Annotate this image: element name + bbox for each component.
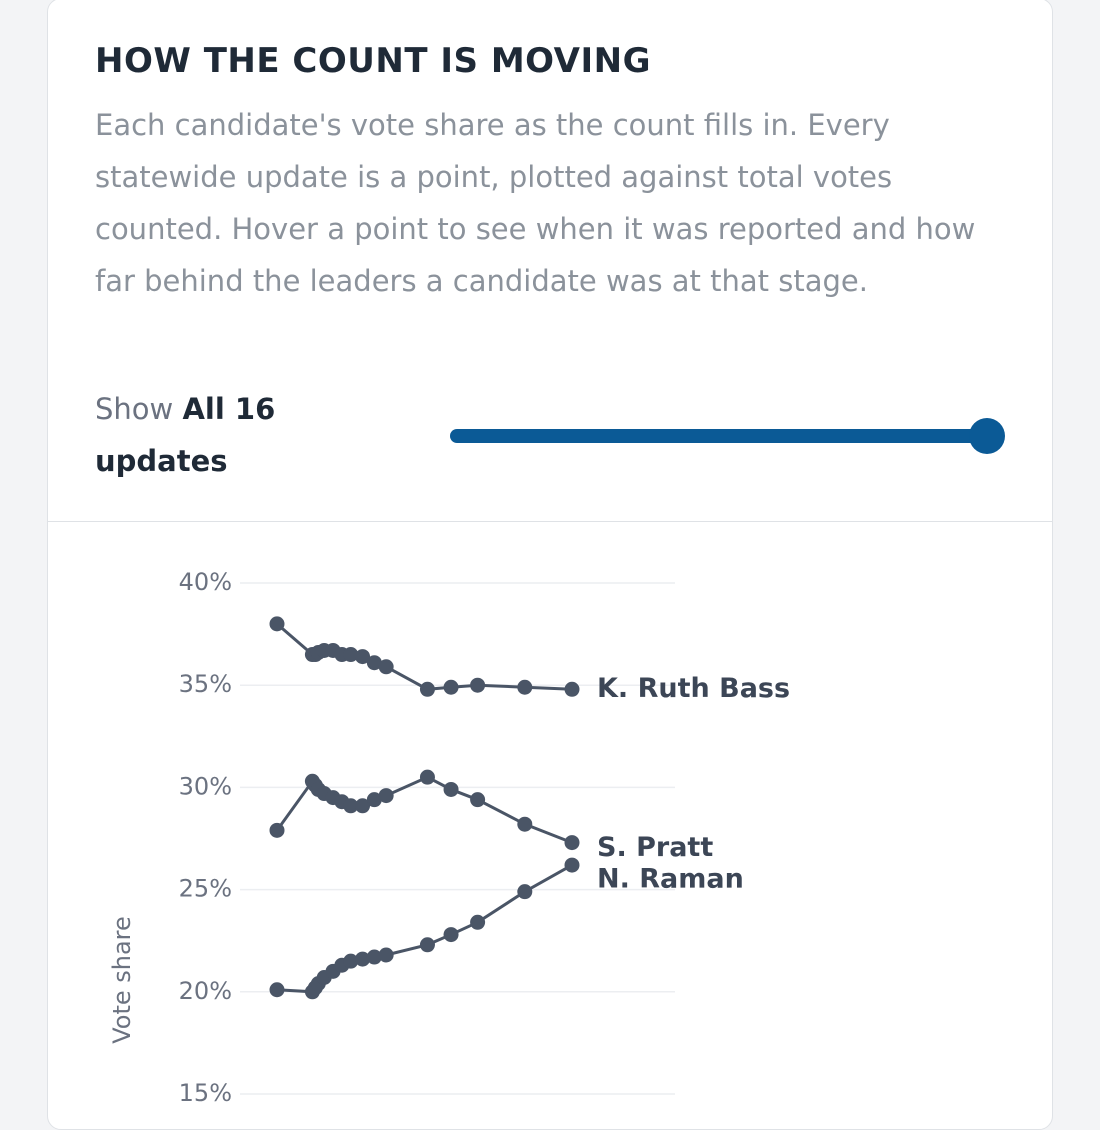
control-value: All 16: [182, 392, 276, 426]
data-point: [419, 937, 435, 953]
card: HOW THE COUNT IS MOVING Each candidate's…: [47, 0, 1053, 1130]
update-control: Show All 16 updates: [95, 383, 315, 487]
control-label: Show: [95, 392, 174, 426]
divider: [48, 521, 1052, 522]
data-point: [443, 679, 459, 695]
y-tick-label: 15%: [179, 1079, 232, 1107]
series-label: N. Raman: [597, 864, 744, 895]
description: Each candidate's vote share as the count…: [95, 108, 976, 298]
data-point: [419, 681, 435, 697]
data-point: [343, 953, 359, 969]
data-point: [564, 681, 580, 697]
series-label: S. Pratt: [597, 832, 713, 863]
data-point: [517, 679, 533, 695]
data-point: [419, 769, 435, 785]
title: HOW THE COUNT IS MOVING: [95, 41, 651, 81]
y-tick-label: 35%: [179, 670, 232, 698]
data-point: [366, 792, 382, 808]
slider-thumb[interactable]: [969, 418, 1005, 454]
control-suffix: updates: [95, 444, 228, 478]
data-point: [517, 816, 533, 832]
data-point: [564, 857, 580, 873]
data-point: [378, 947, 394, 963]
data-point: [378, 659, 394, 675]
data-point: [470, 914, 486, 930]
data-point: [443, 781, 459, 797]
y-tick-label: 40%: [179, 568, 232, 596]
data-point: [343, 647, 359, 663]
data-point: [517, 884, 533, 900]
y-tick-label: 20%: [179, 977, 232, 1005]
y-tick-label: 25%: [179, 875, 232, 903]
data-point: [269, 982, 285, 998]
slider-track[interactable]: [450, 429, 990, 443]
data-point: [355, 798, 371, 814]
data-point: [470, 792, 486, 808]
data-point: [443, 927, 459, 943]
data-point: [366, 949, 382, 965]
data-point: [269, 616, 285, 632]
series-label: K. Ruth Bass: [597, 673, 790, 704]
data-point: [564, 835, 580, 851]
data-point: [355, 951, 371, 967]
y-tick-label: 30%: [179, 772, 232, 800]
data-point: [355, 649, 371, 665]
data-point: [378, 788, 394, 804]
data-point: [343, 798, 359, 814]
data-point: [366, 655, 382, 671]
data-point: [470, 677, 486, 693]
data-point: [269, 822, 285, 838]
y-axis-label: Vote share: [108, 916, 136, 1044]
